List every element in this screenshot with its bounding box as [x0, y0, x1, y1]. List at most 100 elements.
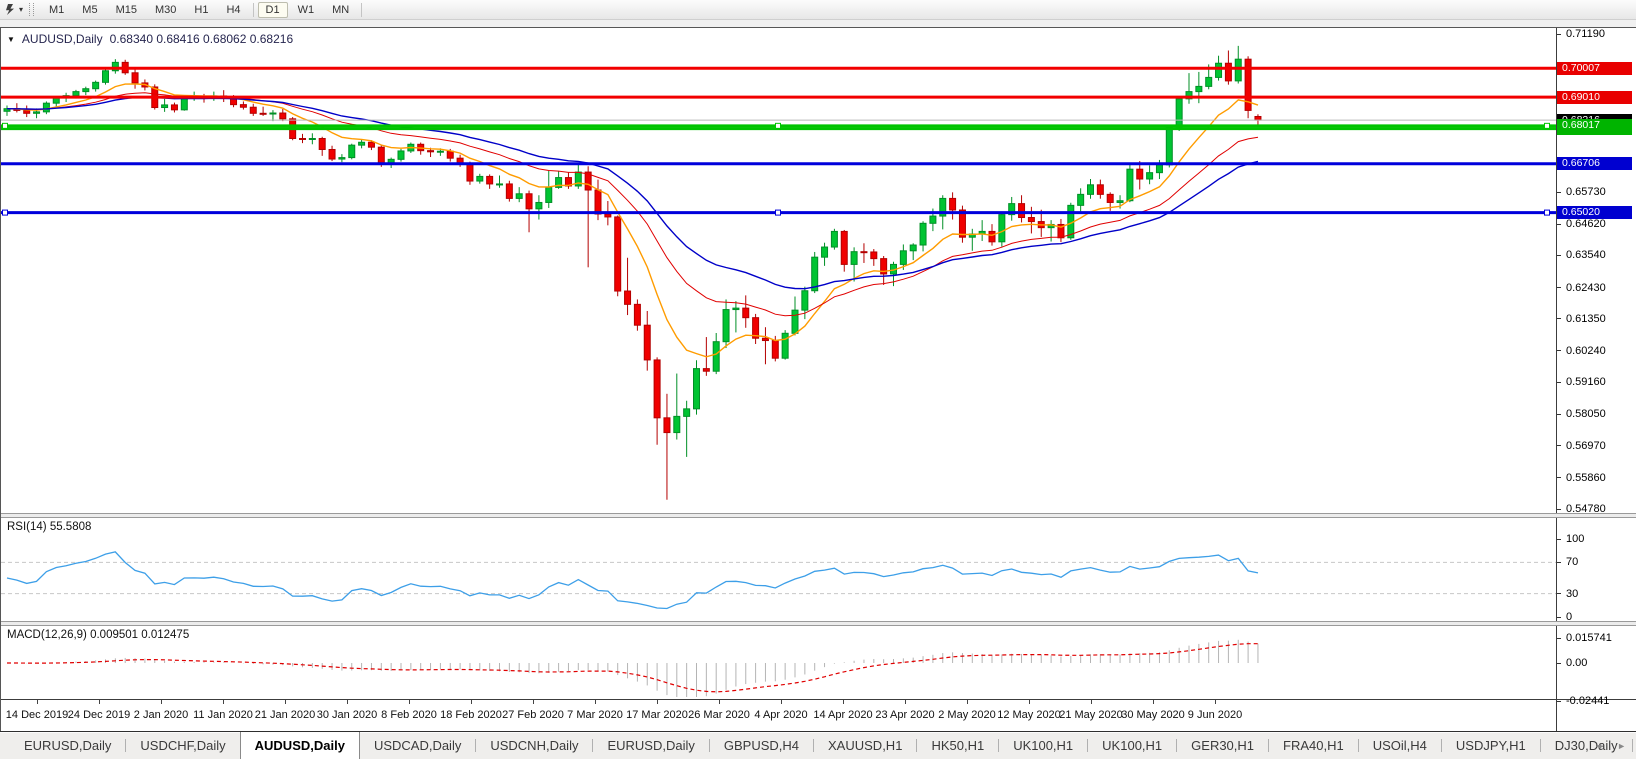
time-axis-label: 21 Jan 2020 — [254, 709, 316, 721]
candle — [328, 145, 336, 162]
macd-axis[interactable]: 0.015741 0.00 -0.02441 — [1556, 626, 1636, 707]
time-axis-label: 12 May 2020 — [997, 709, 1061, 721]
chart-tab-fra40-h1[interactable]: FRA40,H1 — [1283, 738, 1344, 753]
macd-plot-area[interactable]: MACD(12,26,9) 0.009501 0.012475 — [1, 626, 1556, 699]
timeframe-button-m30[interactable]: M30 — [154, 3, 177, 16]
candle — [1008, 196, 1016, 221]
candle — [574, 163, 582, 189]
timeframe-button-m1[interactable]: M1 — [49, 3, 65, 16]
line-drag-handle[interactable] — [2, 122, 8, 129]
panel-splitter[interactable] — [1, 513, 1636, 518]
macd-label: MACD(12,26,9) 0.009501 0.012475 — [7, 629, 190, 641]
candle — [13, 103, 21, 113]
time-axis-label: 2 Jan 2020 — [133, 709, 189, 721]
tab-separator — [1357, 739, 1359, 752]
candle — [564, 172, 572, 189]
time-axis-label: 14 Apr 2020 — [813, 709, 873, 721]
chart-collapse-icon[interactable]: ▼ — [7, 34, 15, 44]
line-drag-handle[interactable] — [2, 209, 8, 216]
line-drag-handle[interactable] — [775, 122, 781, 129]
candle — [998, 211, 1006, 247]
price-axis-tick — [1557, 350, 1561, 352]
rsi-panel[interactable]: RSI(14) 55.5808 100 70 30 0 — [1, 518, 1636, 623]
chart-tab-xauusd-h1[interactable]: XAUUSD,H1 — [828, 738, 903, 753]
tab-separator — [125, 739, 127, 752]
tabs-scroll-right-icon[interactable]: ► — [1617, 740, 1626, 751]
candle — [968, 228, 976, 251]
timeframe-button-h1[interactable]: H1 — [194, 3, 209, 16]
chart-tab-dj30-daily[interactable]: DJ30,Daily — [1554, 738, 1618, 753]
main-chart-panel[interactable]: ▼ AUDUSD,Daily 0.68340 0.68416 0.68062 0… — [1, 28, 1636, 515]
timeframe-button-m5[interactable]: M5 — [82, 3, 98, 16]
candle — [870, 249, 878, 266]
chart-tab-ger30-h1[interactable]: GER30,H1 — [1191, 738, 1255, 753]
macd-panel[interactable]: MACD(12,26,9) 0.009501 0.012475 0.015741… — [1, 626, 1636, 707]
candle — [161, 98, 169, 112]
time-axis-label: 26 Mar 2020 — [688, 709, 750, 721]
time-axis-label: 30 Jan 2020 — [316, 709, 378, 721]
chart-tab-uk100-h1[interactable]: UK100,H1 — [1013, 738, 1074, 753]
time-axis-label: 27 Feb 2020 — [502, 709, 564, 721]
tab-separator — [592, 739, 594, 752]
chart-tab-usdcnh-daily[interactable]: USDCNH,Daily — [490, 738, 579, 753]
candle — [643, 311, 651, 371]
candle — [131, 68, 139, 89]
candle — [1185, 73, 1193, 104]
time-axis-label: 21 May 2020 — [1059, 709, 1123, 721]
rsi-axis-label: 0 — [1566, 611, 1573, 623]
candle — [1087, 179, 1094, 199]
candle — [92, 80, 100, 92]
candle — [535, 195, 543, 220]
macd-axis-label: 0.00 — [1566, 657, 1588, 669]
crosshair-tool-icon[interactable] — [3, 2, 18, 17]
candle — [486, 174, 494, 189]
timeframe-button-d1[interactable]: D1 — [257, 1, 288, 18]
rsi-axis[interactable]: 100 70 30 0 — [1556, 518, 1636, 623]
time-axis[interactable]: 14 Dec 2019 24 Dec 2019 2 Jan 2020 11 Jan 2… — [1, 699, 1636, 732]
rsi-axis-label: 70 — [1566, 556, 1579, 569]
price-axis-label: 0.64620 — [1566, 218, 1606, 231]
time-axis-tick — [1029, 700, 1030, 704]
macd-signal-line — [7, 643, 1258, 693]
line-drag-handle[interactable] — [1544, 122, 1550, 129]
panel-splitter[interactable] — [1, 621, 1636, 626]
tabs-scroll-left-icon[interactable]: ◄ — [1594, 740, 1604, 751]
chart-tab-usdchf-daily[interactable]: USDCHF,Daily — [140, 738, 226, 753]
timeframe-button-w1[interactable]: W1 — [297, 3, 315, 16]
rsi-axis-tick — [1557, 616, 1561, 618]
candle — [880, 256, 888, 285]
chart-tab-eurusd-daily[interactable]: EURUSD,Daily — [607, 738, 695, 753]
time-axis-tick — [843, 700, 844, 704]
tab-scroll-controls: ◄ ► — [1594, 732, 1626, 759]
main-plot-area[interactable]: ▼ AUDUSD,Daily 0.68340 0.68416 0.68062 0… — [1, 28, 1556, 513]
tool-dropdown-caret-icon[interactable]: ▾ — [19, 5, 24, 14]
time-axis-tick — [37, 700, 38, 704]
price-axis-tick — [1557, 381, 1561, 383]
candle — [496, 175, 503, 188]
line-drag-handle[interactable] — [1544, 209, 1550, 216]
candle — [1254, 114, 1262, 125]
candle — [269, 110, 277, 122]
chart-tab-usdjpy-h1[interactable]: USDJPY,H1 — [1455, 738, 1526, 753]
chart-tab-uk100-h1[interactable]: UK100,H1 — [1102, 738, 1163, 753]
timeframe-button-mn[interactable]: MN — [332, 3, 350, 16]
chart-tab-audusd-daily[interactable]: AUDUSD,Daily — [239, 732, 360, 759]
timeframe-button-m15[interactable]: M15 — [115, 3, 137, 16]
chart-tab-hk50-h1[interactable]: HK50,H1 — [931, 738, 985, 753]
chart-tab-eurusd-daily[interactable]: EURUSD,Daily — [24, 738, 112, 753]
macd-axis-label: -0.02441 — [1566, 695, 1610, 707]
window-margin — [0, 20, 1636, 27]
price-axis[interactable]: 0.71190 0.65730 0.64620 0.63540 0.62430 0.613… — [1556, 28, 1636, 515]
time-axis-tick — [1153, 700, 1154, 704]
candle — [752, 313, 760, 345]
chart-tab-usoil-h4[interactable]: USOil,H4 — [1372, 738, 1427, 753]
line-drag-handle[interactable] — [775, 209, 781, 216]
chart-tab-usdcad-daily[interactable]: USDCAD,Daily — [373, 738, 462, 753]
timeframe-button-h4[interactable]: H4 — [226, 3, 241, 16]
macd-axis-tick — [1557, 637, 1561, 639]
toolbar-separator — [361, 2, 363, 17]
price-level-badge: 0.65020 — [1557, 206, 1632, 220]
chart-tab-gbpusd-h4[interactable]: GBPUSD,H4 — [723, 738, 800, 753]
rsi-plot-area[interactable]: RSI(14) 55.5808 — [1, 518, 1556, 621]
rsi-axis-label: 30 — [1566, 587, 1579, 600]
